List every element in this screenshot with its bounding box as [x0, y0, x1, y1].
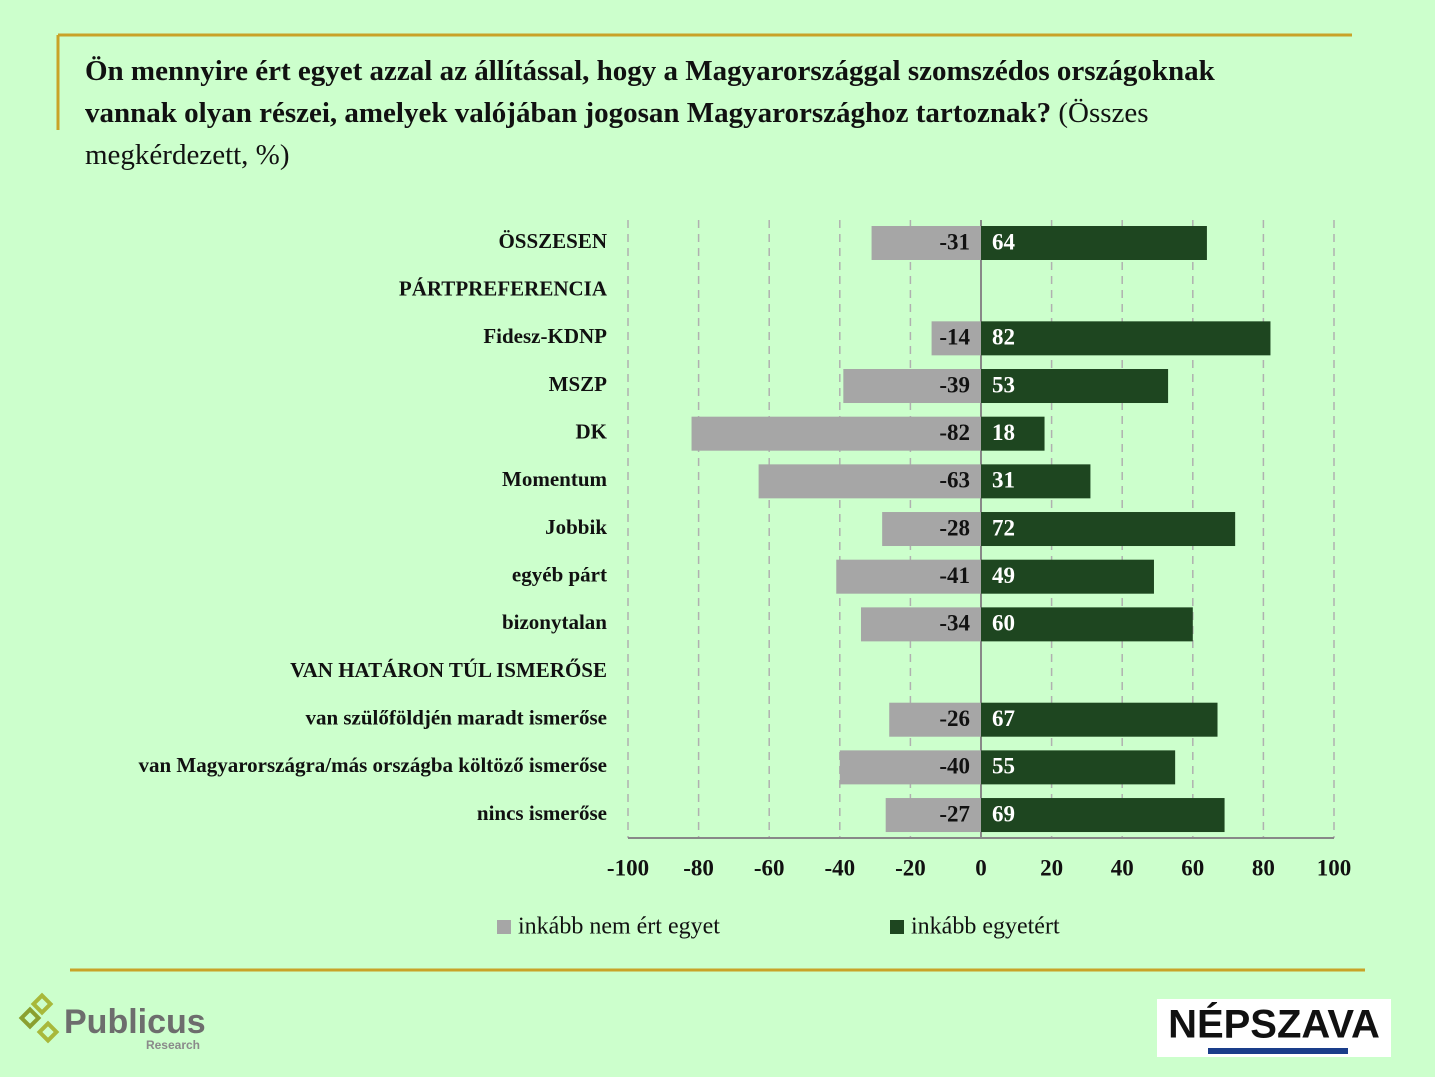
value-label: 53 — [992, 372, 1015, 397]
value-label: -34 — [939, 611, 970, 636]
bar — [981, 226, 1207, 260]
x-tick-label: 80 — [1252, 855, 1275, 880]
logo-band — [1208, 1048, 1348, 1054]
chart-title-block: Ön mennyire ért egyet azzal az állítássa… — [85, 50, 1285, 176]
y-tick-label: Momentum — [502, 467, 607, 491]
y-tick-label: ÖSSZESEN — [498, 229, 607, 253]
bar — [839, 750, 981, 785]
bar — [981, 559, 1154, 594]
logo-text: Publicus — [64, 1003, 206, 1041]
bar — [981, 750, 1176, 785]
x-tick-label: 0 — [975, 855, 987, 880]
value-label: -41 — [939, 563, 970, 588]
chart-subtitle: (Összes megkérdezett, %) — [85, 97, 1149, 171]
legend-label: inkább egyetért — [911, 914, 1060, 940]
logo-box — [1157, 999, 1391, 1057]
x-tick-label: -100 — [607, 855, 649, 880]
value-label: 60 — [992, 611, 1015, 636]
bar — [836, 559, 981, 594]
value-label: -28 — [939, 515, 970, 540]
legend-label: inkább nem ért egyet — [518, 914, 720, 940]
bar — [981, 512, 1236, 547]
bar — [882, 512, 981, 547]
bar — [981, 369, 1169, 404]
y-tick-label: PÁRTPREFERENCIA — [399, 276, 608, 300]
value-label: -40 — [939, 754, 970, 779]
value-label: -39 — [939, 372, 970, 397]
logo-shape — [30, 992, 54, 1016]
logo-text: NÉPSZAVA — [1168, 1002, 1380, 1047]
value-label: 55 — [992, 754, 1015, 779]
x-tick-label: -80 — [683, 855, 714, 880]
x-tick-label: -60 — [754, 855, 785, 880]
value-label: -27 — [939, 801, 970, 826]
y-tick-label: VAN HATÁRON TÚL ISMERŐSE — [290, 658, 607, 682]
logo-shape — [18, 1006, 42, 1030]
x-tick-label: 100 — [1317, 855, 1352, 880]
y-tick-label: bizonytalan — [502, 610, 607, 634]
value-label: -26 — [939, 706, 970, 731]
bar — [931, 321, 981, 356]
bar — [981, 798, 1225, 833]
bar — [981, 464, 1091, 499]
value-label: 31 — [992, 468, 1015, 493]
bar — [843, 369, 981, 404]
bar — [691, 416, 981, 451]
bar — [981, 607, 1193, 642]
y-tick-label: nincs ismerőse — [477, 801, 607, 825]
publicus-logo: Publicus Research — [18, 992, 206, 1052]
x-tick-label: -40 — [824, 855, 855, 880]
bar — [860, 607, 981, 642]
y-tick-label: MSZP — [549, 372, 608, 396]
bar — [885, 798, 981, 833]
value-label: 67 — [992, 706, 1015, 731]
y-tick-label: Fidesz-KDNP — [483, 324, 607, 348]
y-tick-label: van Magyarországra/más országba költöző … — [138, 753, 607, 777]
bar — [981, 416, 1045, 451]
value-label: -31 — [939, 229, 970, 254]
value-label: 18 — [992, 420, 1015, 445]
y-tick-label: Jobbik — [545, 515, 607, 539]
value-label: 64 — [992, 229, 1016, 254]
bar — [889, 702, 981, 737]
value-label: 82 — [992, 325, 1015, 350]
value-label: -14 — [939, 325, 970, 350]
value-label: 69 — [992, 801, 1015, 826]
value-label: -82 — [939, 420, 970, 445]
x-tick-label: 20 — [1040, 855, 1063, 880]
nepszava-logo: NÉPSZAVA — [1157, 999, 1391, 1057]
x-tick-label: 40 — [1111, 855, 1134, 880]
bar — [871, 226, 981, 260]
chart-title: Ön mennyire ért egyet azzal az állítássa… — [85, 55, 1215, 129]
legend-swatch — [497, 920, 511, 934]
legend-swatch — [890, 920, 904, 934]
value-label: -63 — [939, 468, 970, 493]
logo-subtext: Research — [146, 1038, 200, 1052]
y-tick-label: van szülőföldjén maradt ismerőse — [305, 706, 607, 730]
bar — [981, 702, 1218, 737]
bar — [758, 464, 981, 499]
y-tick-label: egyéb párt — [512, 563, 607, 587]
y-tick-label: DK — [576, 419, 608, 443]
bar — [981, 321, 1271, 356]
logo-shape — [36, 1020, 60, 1044]
value-label: 72 — [992, 515, 1015, 540]
x-tick-label: -20 — [895, 855, 926, 880]
x-tick-label: 60 — [1181, 855, 1204, 880]
value-label: 49 — [992, 563, 1015, 588]
